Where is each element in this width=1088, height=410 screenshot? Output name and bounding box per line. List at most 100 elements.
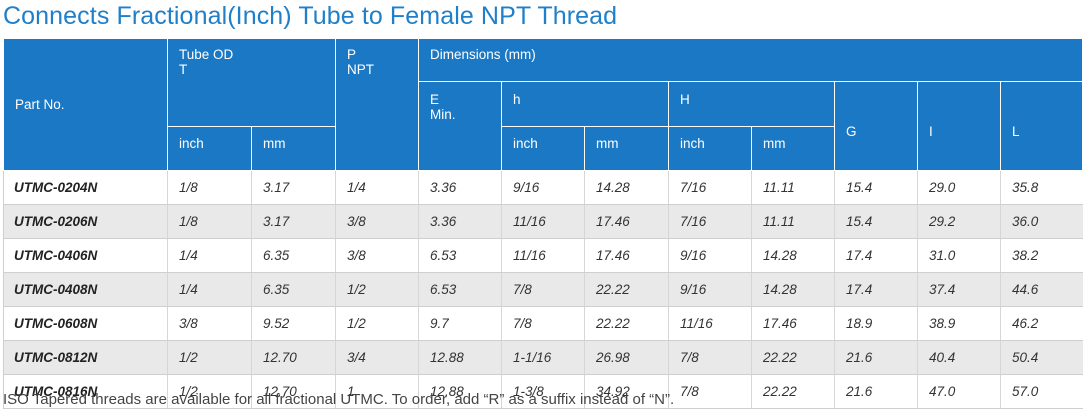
- cell-h-big-inch: 7/16: [668, 170, 752, 205]
- cell-e: 3.36: [418, 204, 502, 239]
- page-title: Connects Fractional(Inch) Tube to Female…: [3, 2, 618, 30]
- header-tube-od: Tube OD T: [167, 38, 336, 127]
- table-row: UTMC-0816N 1/2 12.70 1 12.88 1-3/8 34.92…: [3, 374, 1083, 409]
- header-h-small-mm: mm: [584, 126, 669, 171]
- cell-i: 37.4: [917, 272, 1001, 307]
- cell-tube-inch: 1/4: [167, 272, 252, 307]
- cell-tube-mm: 3.17: [251, 204, 336, 239]
- cell-tube-inch: 1/4: [167, 238, 252, 273]
- cell-h-small-mm: 22.22: [584, 306, 669, 341]
- cell-npt: 1/2: [335, 272, 419, 307]
- cell-h-small-mm: 17.46: [584, 204, 669, 239]
- cell-tube-mm: 9.52: [251, 306, 336, 341]
- cell-g: 15.4: [834, 204, 918, 239]
- cell-h-big-inch: 7/8: [668, 374, 752, 409]
- cell-e: 12.88: [418, 340, 502, 375]
- cell-tube-mm: 3.17: [251, 170, 336, 205]
- cell-part-no: UTMC-0608N: [3, 306, 168, 341]
- cell-l: 57.0: [1000, 374, 1083, 409]
- cell-npt: 3/8: [335, 238, 419, 273]
- cell-l: 38.2: [1000, 238, 1083, 273]
- cell-i: 31.0: [917, 238, 1001, 273]
- header-tube-od-label: Tube OD: [179, 47, 234, 62]
- cell-tube-inch: 1/8: [167, 204, 252, 239]
- cell-h-big-mm: 17.46: [751, 306, 835, 341]
- cell-h-small-mm: 26.98: [584, 340, 669, 375]
- header-npt-label: NPT: [347, 62, 374, 77]
- table-row: UTMC-0204N 1/8 3.17 1/4 3.36 9/16 14.28 …: [3, 170, 1083, 205]
- cell-i: 29.0: [917, 170, 1001, 205]
- cell-e: 9.7: [418, 306, 502, 341]
- cell-l: 36.0: [1000, 204, 1083, 239]
- cell-npt: 3/8: [335, 204, 419, 239]
- cell-g: 18.9: [834, 306, 918, 341]
- cell-h-small-inch: 9/16: [501, 170, 585, 205]
- cell-e: 6.53: [418, 238, 502, 273]
- cell-tube-inch: 1/2: [167, 340, 252, 375]
- header-part-no: Part No.: [3, 38, 168, 171]
- cell-h-small-inch: 7/8: [501, 306, 585, 341]
- cell-e: 12.88: [418, 374, 502, 409]
- cell-tube-inch: 3/8: [167, 306, 252, 341]
- cell-h-small-mm: 14.28: [584, 170, 669, 205]
- table-row: UTMC-0608N 3/8 9.52 1/2 9.7 7/8 22.22 11…: [3, 306, 1083, 341]
- cell-g: 15.4: [834, 170, 918, 205]
- cell-l: 46.2: [1000, 306, 1083, 341]
- table-row: UTMC-0206N 1/8 3.17 3/8 3.36 11/16 17.46…: [3, 204, 1083, 239]
- table-row: UTMC-0406N 1/4 6.35 3/8 6.53 11/16 17.46…: [3, 238, 1083, 273]
- cell-tube-mm: 12.70: [251, 374, 336, 409]
- cell-part-no: UTMC-0408N: [3, 272, 168, 307]
- table-body: UTMC-0204N 1/8 3.17 1/4 3.36 9/16 14.28 …: [3, 170, 1083, 409]
- header-i: I: [917, 81, 1001, 171]
- table-row: UTMC-0812N 1/2 12.70 3/4 12.88 1-1/16 26…: [3, 340, 1083, 375]
- cell-h-small-inch: 11/16: [501, 238, 585, 273]
- cell-i: 29.2: [917, 204, 1001, 239]
- cell-part-no: UTMC-0816N: [3, 374, 168, 409]
- cell-e: 3.36: [418, 170, 502, 205]
- cell-h-small-mm: 34.92: [584, 374, 669, 409]
- header-p-npt: P NPT: [335, 38, 419, 171]
- table-header: Part No. Tube OD T P NPT Dimensions (mm)…: [3, 38, 1084, 171]
- cell-h-big-inch: 9/16: [668, 238, 752, 273]
- cell-h-big-inch: 7/8: [668, 340, 752, 375]
- header-h-small: h: [501, 81, 669, 127]
- cell-h-big-mm: 11.11: [751, 204, 835, 239]
- cell-npt: 3/4: [335, 340, 419, 375]
- header-h-big-inch: inch: [668, 126, 752, 171]
- header-h-small-inch: inch: [501, 126, 585, 171]
- header-h-big: H: [668, 81, 835, 127]
- cell-h-small-mm: 22.22: [584, 272, 669, 307]
- header-p-label: P: [347, 47, 357, 62]
- header-h-big-mm: mm: [751, 126, 835, 171]
- header-tube-mm: mm: [251, 126, 336, 171]
- cell-i: 40.4: [917, 340, 1001, 375]
- cell-npt: 1/4: [335, 170, 419, 205]
- cell-h-small-inch: 11/16: [501, 204, 585, 239]
- header-l: L: [999, 81, 1084, 171]
- cell-h-big-inch: 7/16: [668, 204, 752, 239]
- cell-e: 6.53: [418, 272, 502, 307]
- cell-l: 44.6: [1000, 272, 1083, 307]
- cell-h-small-inch: 7/8: [501, 272, 585, 307]
- header-e-label: E: [430, 92, 440, 107]
- cell-i: 38.9: [917, 306, 1001, 341]
- cell-tube-inch: 1/8: [167, 170, 252, 205]
- cell-part-no: UTMC-0406N: [3, 238, 168, 273]
- cell-g: 17.4: [834, 238, 918, 273]
- header-min-label: Min.: [430, 107, 456, 122]
- cell-tube-mm: 6.35: [251, 238, 336, 273]
- spec-table: Part No. Tube OD T P NPT Dimensions (mm)…: [3, 38, 1084, 409]
- cell-g: 21.6: [834, 340, 918, 375]
- cell-h-big-mm: 22.22: [751, 374, 835, 409]
- cell-tube-mm: 6.35: [251, 272, 336, 307]
- cell-h-small-mm: 17.46: [584, 238, 669, 273]
- header-dimensions: Dimensions (mm): [417, 38, 1084, 82]
- cell-i: 47.0: [917, 374, 1001, 409]
- cell-h-big-inch: 11/16: [668, 306, 752, 341]
- cell-h-big-mm: 14.28: [751, 238, 835, 273]
- cell-l: 50.4: [1000, 340, 1083, 375]
- cell-h-big-inch: 9/16: [668, 272, 752, 307]
- cell-h-small-inch: 1-3/8: [501, 374, 585, 409]
- header-tube-inch: inch: [167, 126, 252, 171]
- table-row: UTMC-0408N 1/4 6.35 1/2 6.53 7/8 22.22 9…: [3, 272, 1083, 307]
